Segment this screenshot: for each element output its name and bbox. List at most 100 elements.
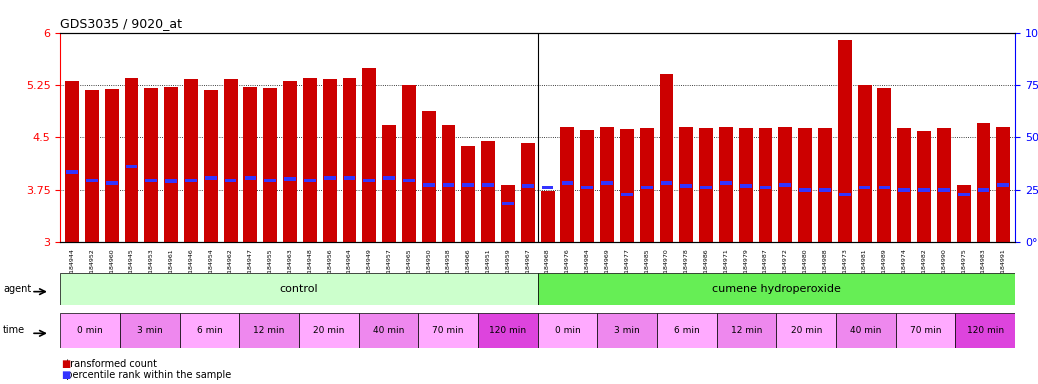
Bar [679, 127, 693, 242]
Bar [501, 185, 515, 242]
Bar [977, 123, 990, 242]
Bar [580, 130, 594, 242]
Bar [363, 179, 375, 182]
Bar [106, 181, 117, 185]
Bar [66, 170, 78, 174]
Text: 40 min: 40 min [373, 326, 404, 335]
Bar [837, 313, 896, 348]
Text: 6 min: 6 min [196, 326, 222, 335]
Bar [383, 176, 395, 180]
Bar [180, 313, 239, 348]
Bar [660, 181, 673, 185]
Bar [877, 88, 892, 242]
Bar [145, 179, 157, 182]
Bar [304, 179, 316, 182]
Bar [442, 183, 455, 187]
Bar [462, 146, 475, 242]
Bar [955, 313, 1015, 348]
Bar [799, 188, 811, 192]
Bar [283, 81, 297, 242]
Bar [857, 85, 872, 242]
Bar [680, 184, 692, 188]
Bar [937, 128, 951, 242]
Bar [978, 188, 989, 192]
Bar [120, 313, 180, 348]
Bar [657, 313, 717, 348]
Bar [240, 313, 299, 348]
Bar [918, 131, 931, 242]
Bar [640, 185, 653, 189]
Bar [402, 85, 416, 242]
Bar [60, 273, 538, 305]
Bar [441, 125, 456, 242]
Bar [620, 129, 634, 242]
Bar [521, 143, 535, 242]
Bar [958, 192, 969, 196]
Bar [838, 40, 852, 242]
Text: 120 min: 120 min [966, 326, 1004, 335]
Bar [897, 128, 911, 242]
Bar [421, 111, 436, 242]
Text: ■: ■ [61, 359, 71, 369]
Bar [839, 192, 851, 196]
Text: agent: agent [3, 284, 31, 294]
Bar [720, 181, 732, 185]
Bar [760, 185, 771, 189]
Text: percentile rank within the sample: percentile rank within the sample [60, 370, 231, 380]
Bar [938, 188, 950, 192]
Bar [896, 313, 956, 348]
Text: 12 min: 12 min [731, 326, 762, 335]
Bar [700, 128, 713, 242]
Bar [362, 68, 376, 242]
Bar [601, 181, 612, 185]
Bar [479, 313, 538, 348]
Bar [957, 185, 971, 242]
Bar [60, 313, 120, 348]
Bar [919, 188, 930, 192]
Text: transformed count: transformed count [60, 359, 157, 369]
Text: 0 min: 0 min [77, 326, 103, 335]
Bar [164, 87, 179, 242]
Bar [85, 90, 99, 242]
Text: 20 min: 20 min [791, 326, 822, 335]
Bar [418, 313, 479, 348]
Text: control: control [279, 284, 319, 294]
Text: 12 min: 12 min [253, 326, 284, 335]
Bar [562, 181, 573, 185]
Bar [858, 185, 871, 189]
Bar [538, 313, 598, 348]
Bar [403, 179, 415, 182]
Bar [165, 179, 177, 183]
Bar [818, 128, 831, 242]
Bar [759, 128, 772, 242]
Bar [204, 176, 217, 180]
Bar [778, 127, 792, 242]
Text: time: time [3, 325, 25, 335]
Bar [184, 79, 198, 242]
Bar [323, 79, 336, 242]
Bar [716, 313, 776, 348]
Bar [598, 313, 657, 348]
Bar [776, 313, 837, 348]
Bar [701, 185, 712, 189]
Bar [264, 88, 277, 242]
Bar [639, 128, 654, 242]
Bar [600, 127, 613, 242]
Bar [996, 127, 1010, 242]
Text: 40 min: 40 min [850, 326, 881, 335]
Text: ■: ■ [61, 370, 71, 380]
Bar [105, 89, 118, 242]
Bar [998, 183, 1009, 187]
Bar [819, 188, 830, 192]
Bar [541, 191, 554, 242]
Text: GDS3035 / 9020_at: GDS3035 / 9020_at [60, 17, 183, 30]
Bar [542, 185, 553, 189]
Bar [719, 127, 733, 242]
Text: 3 min: 3 min [137, 326, 163, 335]
Bar [125, 78, 138, 242]
Text: 70 min: 70 min [433, 326, 464, 335]
Bar [483, 183, 494, 187]
Bar [284, 177, 296, 181]
Bar [223, 79, 238, 242]
Text: 0 min: 0 min [554, 326, 580, 335]
